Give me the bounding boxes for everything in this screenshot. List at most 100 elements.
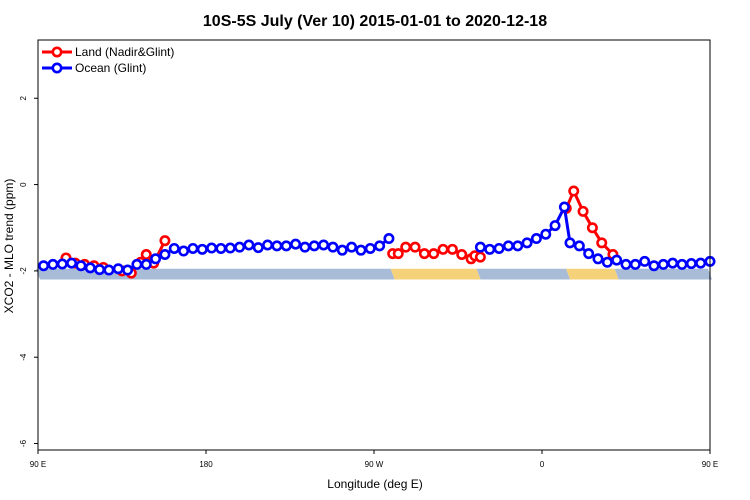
data-point [336, 244, 348, 256]
data-point [596, 237, 608, 249]
data-point [629, 258, 641, 270]
data-point [456, 248, 468, 260]
y-tick-label: 2 [19, 95, 28, 100]
data-point [112, 263, 124, 275]
data-point [131, 258, 143, 270]
data-point [383, 233, 395, 245]
legend: Land (Nadir&Glint) Ocean (Glint) [42, 45, 174, 75]
series-layer [38, 185, 716, 279]
data-point [573, 240, 585, 252]
data-point [428, 248, 440, 260]
data-point [493, 242, 505, 254]
data-point [262, 239, 274, 251]
band-ocean [614, 268, 712, 280]
data-point [168, 242, 180, 254]
x-tick-label: 0 [540, 460, 545, 469]
data-point [243, 239, 255, 251]
data-point [502, 240, 514, 252]
x-tick-label: 90 W [365, 460, 384, 469]
band-land [390, 268, 481, 280]
data-point [66, 257, 78, 269]
surface-band [36, 268, 712, 280]
plot-frame [37, 39, 711, 451]
data-point [583, 248, 595, 260]
data-point [364, 242, 376, 254]
data-point [103, 264, 115, 276]
legend-ocean-label: Ocean (Glint) [75, 61, 146, 75]
data-point [611, 254, 623, 266]
data-point [639, 255, 651, 267]
data-point [474, 251, 486, 263]
data-point [280, 240, 292, 252]
data-point [187, 242, 199, 254]
data-point [206, 242, 218, 254]
data-point [38, 260, 50, 272]
data-point [418, 248, 430, 260]
data-point [150, 253, 162, 265]
y-tick-label: 0 [19, 182, 28, 187]
data-point [437, 243, 449, 255]
legend-ocean-marker [51, 62, 63, 74]
data-point [540, 228, 552, 240]
data-point [392, 248, 404, 260]
data-point [446, 243, 458, 255]
data-point [234, 241, 246, 253]
data-point [140, 248, 152, 260]
x-tick-label: 90 E [702, 460, 718, 469]
data-point [140, 258, 152, 270]
y-tick-label: -6 [19, 439, 28, 447]
data-point [474, 241, 486, 253]
data-point [530, 233, 542, 245]
data-point [667, 257, 679, 269]
data-point [564, 237, 576, 249]
data-point [47, 258, 59, 270]
data-point [676, 258, 688, 270]
data-point [695, 257, 707, 269]
data-point [84, 262, 96, 274]
data-point [586, 222, 598, 234]
data-point [56, 258, 68, 270]
x-axis-label: Longitude (deg E) [327, 477, 422, 491]
data-point [620, 258, 632, 270]
data-point [215, 242, 227, 254]
data-point [592, 253, 604, 265]
data-point [178, 245, 190, 257]
data-point [549, 220, 561, 232]
data-point [657, 258, 669, 270]
chart-title: 10S-5S July (Ver 10) 2015-01-01 to 2020-… [203, 13, 547, 30]
data-point [159, 235, 171, 247]
data-point [75, 260, 87, 272]
data-point [685, 258, 697, 270]
data-point [308, 240, 320, 252]
data-point [346, 241, 358, 253]
legend-land-marker [51, 46, 63, 58]
data-point [122, 264, 134, 276]
data-point [521, 237, 533, 249]
y-tick-label: -4 [19, 353, 28, 361]
x-tick-label: 180 [199, 460, 213, 469]
data-point [196, 243, 208, 255]
data-point [512, 240, 524, 252]
legend-land-label: Land (Nadir&Glint) [75, 45, 174, 59]
data-point [601, 256, 613, 268]
data-point [484, 243, 496, 255]
data-point [290, 238, 302, 250]
band-ocean [476, 268, 571, 280]
x-tick-label: 90 E [30, 460, 46, 469]
data-point [299, 241, 311, 253]
data-point [648, 260, 660, 272]
data-point [577, 205, 589, 217]
data-point [252, 242, 264, 254]
data-point [355, 244, 367, 256]
data-point [409, 241, 421, 253]
data-point [374, 240, 386, 252]
data-point [159, 248, 171, 260]
data-point [94, 264, 106, 276]
data-point [318, 239, 330, 251]
y-tick-label: -2 [19, 267, 28, 275]
data-point [558, 201, 570, 213]
data-point [224, 242, 236, 254]
y-axis-label: XCO2 - MLO trend (ppm) [2, 179, 16, 314]
data-point [327, 241, 339, 253]
